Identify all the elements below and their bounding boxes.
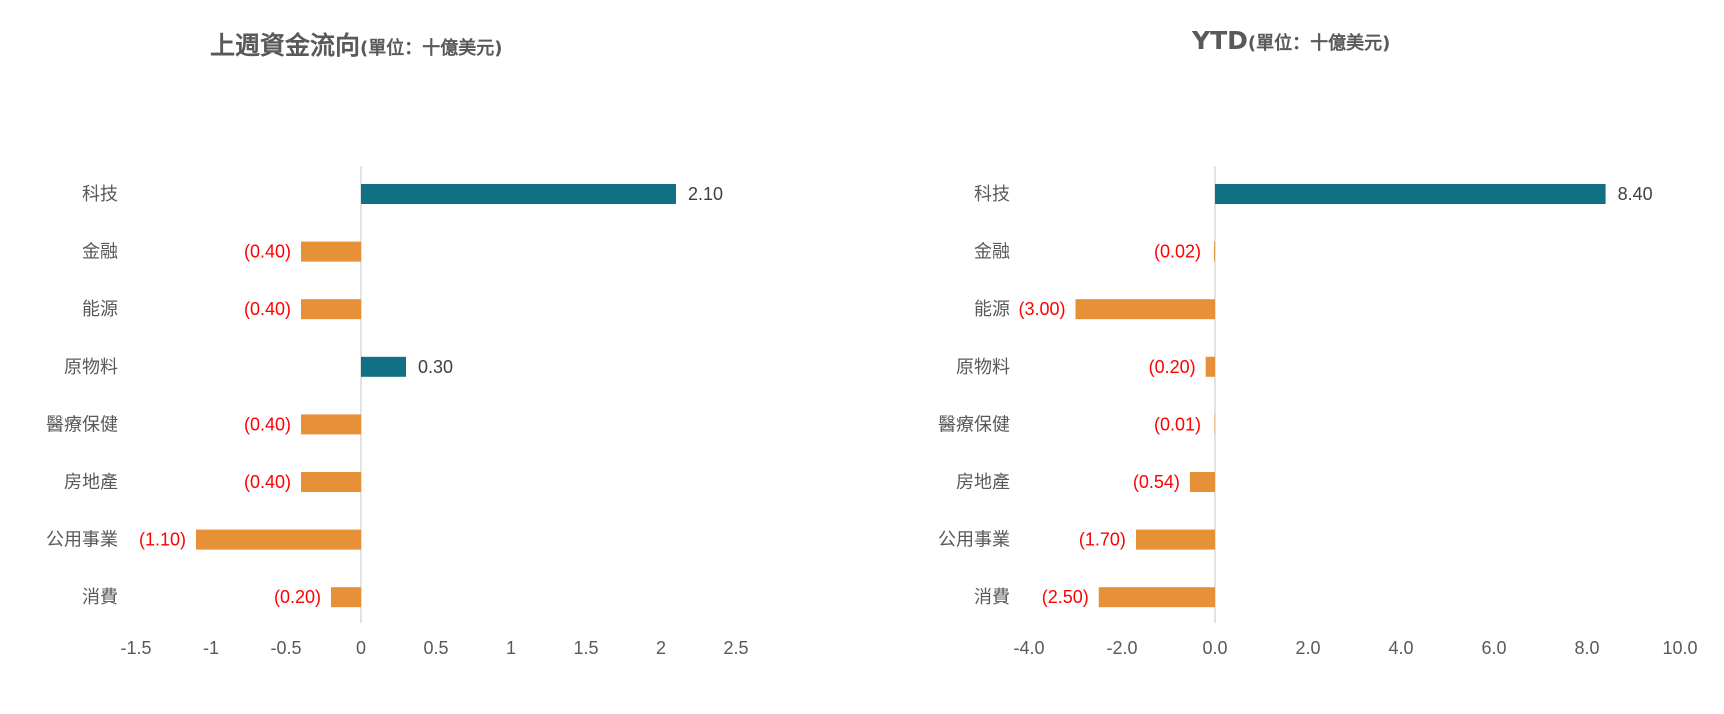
chart-title-weekly-flows: 上週資金流向(單位：十億美元) — [210, 26, 502, 62]
data-label: (0.40) — [244, 472, 291, 492]
category-label: 能源 — [82, 299, 118, 320]
category-label: 原物料 — [64, 357, 118, 378]
x-tick-label: -2.0 — [1106, 638, 1137, 658]
bar — [301, 241, 361, 262]
chart-title-main: 上週資金流向 — [210, 31, 361, 60]
bar — [1205, 356, 1215, 377]
x-tick-label: 10.0 — [1662, 638, 1697, 658]
x-tick-label: 0.5 — [423, 638, 448, 658]
category-label: 醫療保健 — [46, 414, 118, 435]
category-label: 消費 — [974, 587, 1010, 608]
x-tick-label: -0.5 — [270, 638, 301, 658]
data-label: (0.01) — [1154, 414, 1201, 434]
data-label: 0.30 — [418, 357, 453, 377]
category-label: 科技 — [974, 184, 1010, 205]
data-label: (1.10) — [139, 530, 186, 550]
x-tick-label: -1 — [203, 638, 219, 658]
x-tick-label: 8.0 — [1574, 638, 1599, 658]
x-tick-label: 4.0 — [1388, 638, 1413, 658]
x-tick-label: 2 — [656, 638, 666, 658]
x-tick-label: -4.0 — [1013, 638, 1044, 658]
category-label: 消費 — [82, 587, 118, 608]
data-label: 8.40 — [1618, 184, 1653, 204]
category-label: 房地產 — [956, 472, 1010, 493]
category-label: 原物料 — [956, 357, 1010, 378]
bar — [301, 472, 361, 492]
data-label: (0.40) — [244, 299, 291, 319]
data-label: 2.10 — [688, 184, 723, 204]
bar — [196, 529, 361, 550]
data-label: (0.20) — [274, 587, 321, 607]
data-label: (0.40) — [244, 242, 291, 262]
data-label: (2.50) — [1042, 587, 1089, 607]
x-tick-label: 1.5 — [573, 638, 598, 658]
x-tick-label: -1.5 — [120, 638, 151, 658]
data-label: (0.20) — [1149, 357, 1196, 377]
data-label: (0.54) — [1133, 472, 1180, 492]
bar — [1215, 184, 1606, 204]
bar — [331, 587, 361, 608]
bar — [1135, 529, 1215, 550]
category-label: 能源 — [974, 299, 1010, 320]
data-label: (3.00) — [1018, 299, 1065, 319]
chart-title-main: YTD — [1192, 26, 1248, 55]
chart-ytd: -4.0 -2.0 0.0 2.0 4.0 6.0 8.0 10.0 科技 8.40 金融 (0.02… — [938, 166, 1698, 658]
bar — [1214, 241, 1215, 262]
category-label: 金融 — [974, 242, 1010, 263]
bar — [361, 356, 406, 377]
chart-title-unit: (單位：十億美元) — [360, 38, 503, 59]
chart-title-ytd-flows: YTD(單位：十億美元) — [1192, 26, 1390, 55]
x-tick-label: 1 — [506, 638, 516, 658]
category-label: 公用事業 — [938, 530, 1010, 551]
data-label: (0.02) — [1154, 242, 1201, 262]
x-tick-label: 6.0 — [1481, 638, 1506, 658]
category-label: 房地產 — [64, 472, 118, 493]
bar — [361, 184, 676, 204]
bar — [301, 414, 361, 435]
data-label: (0.40) — [244, 414, 291, 434]
bar — [1098, 587, 1215, 608]
category-label: 公用事業 — [46, 530, 118, 551]
category-label: 科技 — [82, 184, 118, 205]
x-tick-label: 0 — [356, 638, 366, 658]
bar — [301, 299, 361, 320]
x-tick-label: 2.0 — [1295, 638, 1320, 658]
category-label: 醫療保健 — [938, 414, 1010, 435]
bar — [1189, 472, 1215, 492]
chart-weekly: -1.5 -1 -0.5 0 0.5 1 1.5 2 2.5 科技 2.10 金融 (0.40) 能源 (0… — [46, 166, 749, 658]
chart-title-unit: (單位：十億美元) — [1247, 33, 1391, 54]
x-tick-label: 2.5 — [723, 638, 748, 658]
category-label: 金融 — [82, 242, 118, 263]
x-tick-label: 0.0 — [1202, 638, 1227, 658]
data-label: (1.70) — [1079, 530, 1126, 550]
bar — [1075, 299, 1215, 320]
